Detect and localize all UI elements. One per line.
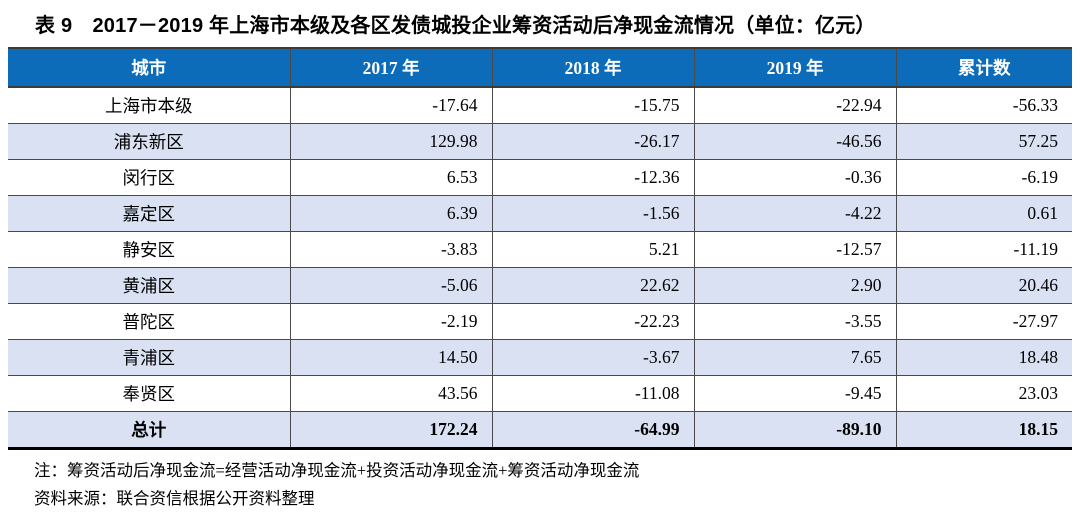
- value-cell: -11.08: [492, 375, 695, 412]
- value-cell: -15.75: [492, 87, 695, 124]
- value-cell: -9.45: [694, 375, 897, 412]
- table-row: 青浦区 14.50 -3.67 7.65 18.48: [8, 339, 1072, 376]
- value-cell: 2.90: [694, 267, 897, 304]
- city-cell: 上海市本级: [8, 87, 291, 124]
- table-row: 普陀区 -2.19 -22.23 -3.55 -27.97: [8, 303, 1072, 340]
- value-cell: 22.62: [492, 267, 695, 304]
- city-cell: 奉贤区: [8, 375, 291, 412]
- value-cell: -1.56: [492, 195, 695, 232]
- value-cell: 6.53: [290, 159, 493, 196]
- value-cell: 18.48: [896, 339, 1072, 376]
- city-cell: 黄浦区: [8, 267, 291, 304]
- value-cell: 14.50: [290, 339, 493, 376]
- value-cell: -26.17: [492, 123, 695, 160]
- value-cell: -27.97: [896, 303, 1072, 340]
- column-header-0: 城市: [8, 48, 291, 88]
- city-cell: 总计: [8, 411, 291, 449]
- value-cell: -0.36: [694, 159, 897, 196]
- city-cell: 普陀区: [8, 303, 291, 340]
- value-cell: -2.19: [290, 303, 493, 340]
- value-cell: -3.55: [694, 303, 897, 340]
- city-cell: 浦东新区: [8, 123, 291, 160]
- city-cell: 嘉定区: [8, 195, 291, 232]
- value-cell: 0.61: [896, 195, 1072, 232]
- value-cell: 57.25: [896, 123, 1072, 160]
- table-row: 静安区 -3.83 5.21 -12.57 -11.19: [8, 231, 1072, 268]
- column-header-2: 2018 年: [492, 48, 695, 88]
- value-cell: 7.65: [694, 339, 897, 376]
- value-cell: 23.03: [896, 375, 1072, 412]
- report-page: 表 9 2017－2019 年上海市本级及各区发债城投企业筹资活动后净现金流情况…: [0, 9, 1080, 521]
- cash-flow-table: 城市 2017 年 2018 年 2019 年累计数 上海市本级 -17.64 -15.7…: [8, 47, 1072, 450]
- column-header-4: 累计数: [896, 48, 1072, 88]
- table-row: 嘉定区 6.39 -1.56 -4.22 0.61: [8, 195, 1072, 232]
- value-cell: -3.67: [492, 339, 695, 376]
- value-cell: -3.83: [290, 231, 493, 268]
- value-cell: -22.23: [492, 303, 695, 340]
- value-cell: -12.36: [492, 159, 695, 196]
- value-cell: -89.10: [694, 411, 897, 449]
- column-header-3: 2019 年: [694, 48, 897, 88]
- table-row: 上海市本级 -17.64 -15.75 -22.94 -56.33: [8, 87, 1072, 124]
- column-header-1: 2017 年: [290, 48, 493, 88]
- table-footnotes: 注：筹资活动后净现金流=经营活动净现金流+投资活动净现金流+筹资活动净现金流 资…: [34, 457, 1080, 513]
- value-cell: -12.57: [694, 231, 897, 268]
- value-cell: 43.56: [290, 375, 493, 412]
- value-cell: -11.19: [896, 231, 1072, 268]
- table-note: 注：筹资活动后净现金流=经营活动净现金流+投资活动净现金流+筹资活动净现金流: [34, 461, 640, 480]
- value-cell: -56.33: [896, 87, 1072, 124]
- table-source: 资料来源：联合资信根据公开资料整理: [34, 489, 315, 508]
- city-cell: 青浦区: [8, 339, 291, 376]
- table-row: 黄浦区 -5.06 22.62 2.90 20.46: [8, 267, 1072, 304]
- value-cell: 5.21: [492, 231, 695, 268]
- value-cell: 129.98: [290, 123, 493, 160]
- table-row: 浦东新区 129.98 -26.17 -46.56 57.25: [8, 123, 1072, 160]
- value-cell: 20.46: [896, 267, 1072, 304]
- header-row: 城市 2017 年 2018 年 2019 年累计数: [8, 48, 1072, 88]
- city-cell: 闵行区: [8, 159, 291, 196]
- table-row: 奉贤区 43.56 -11.08 -9.45 23.03: [8, 375, 1072, 412]
- value-cell: -64.99: [492, 411, 695, 449]
- table-title: 表 9 2017－2019 年上海市本级及各区发债城投企业筹资活动后净现金流情况…: [35, 15, 876, 37]
- value-cell: -5.06: [290, 267, 493, 304]
- value-cell: -6.19: [896, 159, 1072, 196]
- total-row: 总计 172.24 -64.99 -89.10 18.15: [8, 411, 1072, 449]
- table-row: 闵行区 6.53 -12.36 -0.36 -6.19: [8, 159, 1072, 196]
- value-cell: 172.24: [290, 411, 493, 449]
- city-cell: 静安区: [8, 231, 291, 268]
- value-cell: 6.39: [290, 195, 493, 232]
- value-cell: -22.94: [694, 87, 897, 124]
- value-cell: -46.56: [694, 123, 897, 160]
- value-cell: 18.15: [896, 411, 1072, 449]
- value-cell: -4.22: [694, 195, 897, 232]
- value-cell: -17.64: [290, 87, 493, 124]
